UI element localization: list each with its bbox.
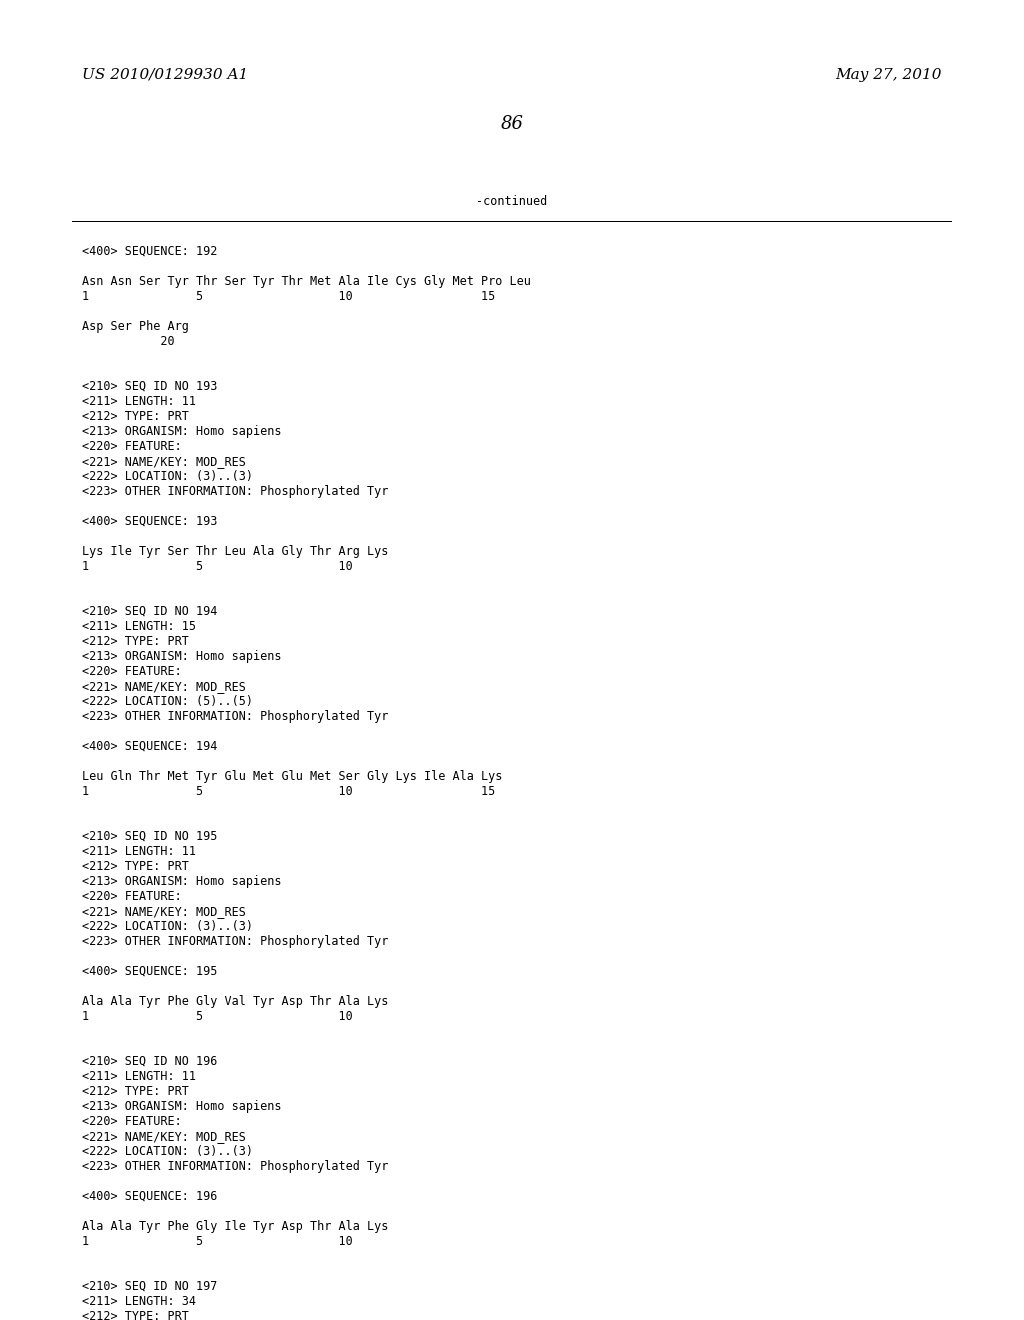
Text: <211> LENGTH: 11: <211> LENGTH: 11 [82,845,196,858]
Text: <221> NAME/KEY: MOD_RES: <221> NAME/KEY: MOD_RES [82,680,246,693]
Text: <222> LOCATION: (3)..(3): <222> LOCATION: (3)..(3) [82,1144,253,1158]
Text: <213> ORGANISM: Homo sapiens: <213> ORGANISM: Homo sapiens [82,425,282,438]
Text: <223> OTHER INFORMATION: Phosphorylated Tyr: <223> OTHER INFORMATION: Phosphorylated … [82,484,388,498]
Text: <211> LENGTH: 15: <211> LENGTH: 15 [82,620,196,634]
Text: 1               5                   10                  15: 1 5 10 15 [82,290,496,304]
Text: <213> ORGANISM: Homo sapiens: <213> ORGANISM: Homo sapiens [82,649,282,663]
Text: <223> OTHER INFORMATION: Phosphorylated Tyr: <223> OTHER INFORMATION: Phosphorylated … [82,935,388,948]
Text: -continued: -continued [476,195,548,209]
Text: US 2010/0129930 A1: US 2010/0129930 A1 [82,69,248,82]
Text: <211> LENGTH: 34: <211> LENGTH: 34 [82,1295,196,1308]
Text: 86: 86 [501,115,523,133]
Text: Leu Gln Thr Met Tyr Glu Met Glu Met Ser Gly Lys Ile Ala Lys: Leu Gln Thr Met Tyr Glu Met Glu Met Ser … [82,770,503,783]
Text: <221> NAME/KEY: MOD_RES: <221> NAME/KEY: MOD_RES [82,1130,246,1143]
Text: May 27, 2010: May 27, 2010 [836,69,942,82]
Text: <220> FEATURE:: <220> FEATURE: [82,440,181,453]
Text: <220> FEATURE:: <220> FEATURE: [82,890,181,903]
Text: Asp Ser Phe Arg: Asp Ser Phe Arg [82,319,188,333]
Text: <400> SEQUENCE: 192: <400> SEQUENCE: 192 [82,246,217,257]
Text: Lys Ile Tyr Ser Thr Leu Ala Gly Thr Arg Lys: Lys Ile Tyr Ser Thr Leu Ala Gly Thr Arg … [82,545,388,558]
Text: <222> LOCATION: (3)..(3): <222> LOCATION: (3)..(3) [82,470,253,483]
Text: <213> ORGANISM: Homo sapiens: <213> ORGANISM: Homo sapiens [82,875,282,888]
Text: <400> SEQUENCE: 196: <400> SEQUENCE: 196 [82,1191,217,1203]
Text: <210> SEQ ID NO 194: <210> SEQ ID NO 194 [82,605,217,618]
Text: <212> TYPE: PRT: <212> TYPE: PRT [82,1309,188,1320]
Text: <210> SEQ ID NO 195: <210> SEQ ID NO 195 [82,830,217,843]
Text: <223> OTHER INFORMATION: Phosphorylated Tyr: <223> OTHER INFORMATION: Phosphorylated … [82,1160,388,1173]
Text: Ala Ala Tyr Phe Gly Ile Tyr Asp Thr Ala Lys: Ala Ala Tyr Phe Gly Ile Tyr Asp Thr Ala … [82,1220,388,1233]
Text: Asn Asn Ser Tyr Thr Ser Tyr Thr Met Ala Ile Cys Gly Met Pro Leu: Asn Asn Ser Tyr Thr Ser Tyr Thr Met Ala … [82,275,530,288]
Text: <210> SEQ ID NO 193: <210> SEQ ID NO 193 [82,380,217,393]
Text: <221> NAME/KEY: MOD_RES: <221> NAME/KEY: MOD_RES [82,455,246,469]
Text: <400> SEQUENCE: 194: <400> SEQUENCE: 194 [82,741,217,752]
Text: <213> ORGANISM: Homo sapiens: <213> ORGANISM: Homo sapiens [82,1100,282,1113]
Text: <221> NAME/KEY: MOD_RES: <221> NAME/KEY: MOD_RES [82,906,246,917]
Text: 1               5                   10: 1 5 10 [82,1236,352,1247]
Text: <220> FEATURE:: <220> FEATURE: [82,1115,181,1129]
Text: <212> TYPE: PRT: <212> TYPE: PRT [82,411,188,422]
Text: 1               5                   10: 1 5 10 [82,1010,352,1023]
Text: 20: 20 [82,335,174,348]
Text: <222> LOCATION: (3)..(3): <222> LOCATION: (3)..(3) [82,920,253,933]
Text: <212> TYPE: PRT: <212> TYPE: PRT [82,861,188,873]
Text: <212> TYPE: PRT: <212> TYPE: PRT [82,635,188,648]
Text: <211> LENGTH: 11: <211> LENGTH: 11 [82,1071,196,1082]
Text: <400> SEQUENCE: 195: <400> SEQUENCE: 195 [82,965,217,978]
Text: <220> FEATURE:: <220> FEATURE: [82,665,181,678]
Text: <223> OTHER INFORMATION: Phosphorylated Tyr: <223> OTHER INFORMATION: Phosphorylated … [82,710,388,723]
Text: 1               5                   10: 1 5 10 [82,560,352,573]
Text: <210> SEQ ID NO 197: <210> SEQ ID NO 197 [82,1280,217,1294]
Text: <210> SEQ ID NO 196: <210> SEQ ID NO 196 [82,1055,217,1068]
Text: <400> SEQUENCE: 193: <400> SEQUENCE: 193 [82,515,217,528]
Text: <212> TYPE: PRT: <212> TYPE: PRT [82,1085,188,1098]
Text: Ala Ala Tyr Phe Gly Val Tyr Asp Thr Ala Lys: Ala Ala Tyr Phe Gly Val Tyr Asp Thr Ala … [82,995,388,1008]
Text: <211> LENGTH: 11: <211> LENGTH: 11 [82,395,196,408]
Text: <222> LOCATION: (5)..(5): <222> LOCATION: (5)..(5) [82,696,253,708]
Text: 1               5                   10                  15: 1 5 10 15 [82,785,496,799]
